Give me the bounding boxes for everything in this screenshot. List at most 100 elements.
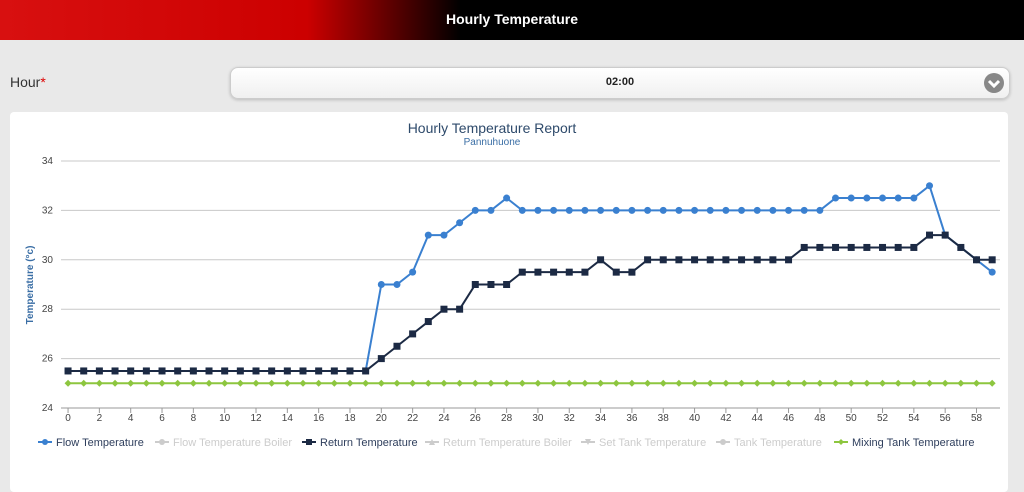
point: [565, 268, 573, 276]
point: [565, 379, 573, 387]
point: [503, 379, 511, 387]
legend-item[interactable]: Return Temperature: [302, 437, 418, 449]
point: [299, 367, 307, 375]
point: [847, 379, 855, 387]
point: [518, 268, 526, 276]
legend-item[interactable]: Return Temperature Boiler: [425, 437, 572, 449]
point: [534, 206, 542, 214]
legend-item[interactable]: Set Tank Temperature: [581, 437, 706, 449]
legend-label: Tank Temperature: [734, 437, 822, 449]
point: [738, 379, 746, 387]
point: [487, 206, 495, 214]
legend-label: Flow Temperature: [56, 437, 144, 449]
x-tick-label: 50: [846, 413, 858, 424]
point: [597, 206, 605, 214]
x-tick-label: 20: [376, 413, 388, 424]
point: [800, 379, 808, 387]
point: [738, 206, 746, 214]
point: [581, 206, 589, 214]
point: [111, 379, 119, 387]
point: [785, 256, 793, 264]
point: [440, 231, 448, 239]
legend-item[interactable]: Mixing Tank Temperature: [834, 437, 975, 449]
point: [330, 379, 338, 387]
legend-item[interactable]: Flow Temperature: [38, 437, 144, 449]
point: [534, 379, 542, 387]
point: [722, 379, 730, 387]
dropdown-icon[interactable]: [984, 73, 1004, 93]
point: [816, 379, 824, 387]
point: [910, 379, 918, 387]
legend-label: Return Temperature Boiler: [443, 437, 572, 449]
point: [64, 379, 72, 387]
point: [42, 439, 48, 445]
point: [80, 379, 88, 387]
point: [675, 256, 683, 264]
point: [205, 379, 213, 387]
point: [910, 194, 918, 202]
point: [628, 206, 636, 214]
label-text: Hour: [10, 74, 41, 90]
y-tick-label: 26: [42, 354, 54, 365]
point: [456, 219, 464, 227]
legend-item[interactable]: Tank Temperature: [716, 437, 822, 449]
point: [738, 256, 746, 264]
legend-label: Mixing Tank Temperature: [852, 437, 975, 449]
x-tick-label: 18: [344, 413, 356, 424]
point: [838, 439, 844, 445]
point: [753, 379, 761, 387]
point: [440, 379, 448, 387]
point: [659, 256, 667, 264]
chart-subtitle: Pannuhuone: [464, 137, 521, 148]
point: [832, 379, 840, 387]
point: [221, 379, 229, 387]
point: [800, 243, 808, 251]
series-line: [68, 234, 993, 372]
hour-select[interactable]: 02:00: [230, 67, 1010, 99]
point: [315, 379, 323, 387]
point: [456, 379, 464, 387]
point: [832, 243, 840, 251]
point: [252, 367, 260, 375]
point: [957, 379, 965, 387]
point: [80, 367, 88, 375]
y-tick-label: 34: [42, 156, 54, 167]
point: [879, 194, 887, 202]
point: [879, 243, 887, 251]
point: [926, 379, 934, 387]
y-tick-label: 28: [42, 304, 54, 315]
point: [159, 439, 165, 445]
point: [471, 281, 479, 288]
point: [659, 379, 667, 387]
point: [785, 206, 793, 214]
point: [847, 243, 855, 251]
point: [706, 379, 714, 387]
x-tick-label: 48: [814, 413, 826, 424]
point: [612, 268, 620, 276]
point: [268, 367, 276, 375]
point: [487, 379, 495, 387]
point: [362, 367, 370, 375]
point: [377, 379, 385, 387]
point: [440, 305, 448, 313]
point: [424, 231, 432, 239]
chart-title: Hourly Temperature Report: [408, 120, 577, 136]
point: [894, 194, 902, 202]
y-tick-label: 32: [42, 205, 54, 216]
point: [471, 379, 479, 387]
x-tick-label: 46: [783, 413, 795, 424]
point: [863, 243, 871, 251]
point: [612, 206, 620, 214]
point: [550, 206, 558, 214]
legend-item[interactable]: Flow Temperature Boiler: [155, 437, 292, 449]
header-bar: Hourly Temperature: [0, 0, 1024, 40]
point: [894, 379, 902, 387]
point: [973, 379, 981, 387]
point: [174, 367, 182, 375]
point: [315, 367, 323, 375]
x-tick-label: 34: [595, 413, 607, 424]
point: [691, 206, 699, 214]
x-tick-label: 40: [689, 413, 701, 424]
point: [503, 281, 511, 288]
